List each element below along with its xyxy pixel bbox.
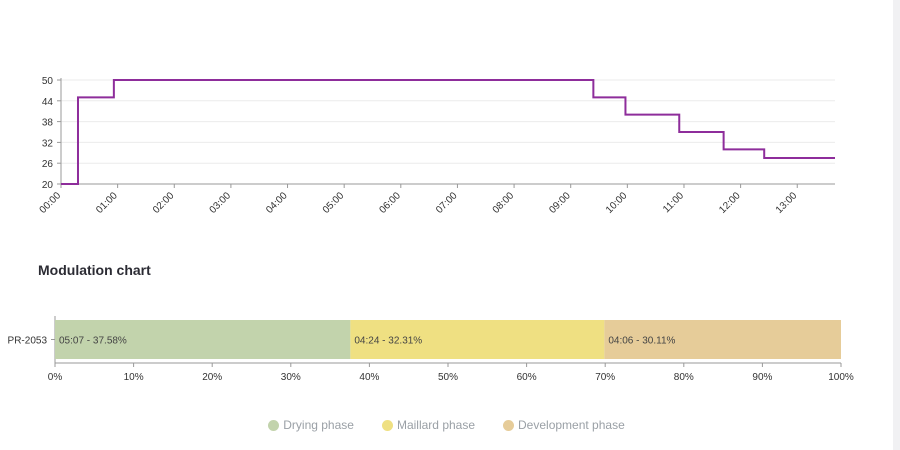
x-tick-label: 03:00 [208, 190, 234, 216]
x-tick-label: 50% [438, 372, 458, 383]
x-tick-label: 10:00 [604, 190, 630, 216]
bar-segment-label: 04:06 - 30.11% [608, 336, 675, 347]
legend-label-development: Development phase [518, 418, 625, 432]
legend-item-development[interactable]: Development phase [503, 418, 625, 432]
x-tick-label: 0% [48, 372, 63, 383]
legend-swatch-drying [268, 419, 280, 431]
legend-label-drying: Drying phase [283, 418, 354, 432]
x-tick-label: 40% [359, 372, 379, 383]
x-tick-label: 90% [752, 372, 772, 383]
x-tick-label: 01:00 [94, 190, 120, 216]
x-tick-label: 30% [281, 372, 301, 383]
y-tick-label: 32 [42, 138, 54, 149]
x-tick-label: 13:00 [774, 190, 800, 216]
x-tick-label: 100% [828, 372, 854, 383]
legend-swatch-maillard [381, 419, 393, 431]
y-tick-label: 50 [42, 76, 54, 87]
bar-segment [55, 320, 351, 359]
legend-item-maillard[interactable]: Maillard phase [381, 418, 476, 432]
legend-swatch-development [503, 419, 515, 431]
x-tick-label: 80% [674, 372, 694, 383]
scrollbar-track[interactable] [893, 0, 900, 450]
x-tick-label: 09:00 [547, 190, 573, 216]
y-tick-label: 26 [42, 159, 54, 170]
bar-segment-label: 04:24 - 32.31% [354, 336, 422, 347]
temperature-line-chart: 20 26 32 38 44 50 00:00 01:00 02:00 03:00 04:00 05:… [38, 76, 835, 216]
temperature-series-line [61, 79, 835, 185]
x-tick-label: 70% [595, 372, 615, 383]
legend-item-drying[interactable]: Drying phase [268, 418, 354, 432]
x-tick-label: 05:00 [321, 190, 347, 216]
modulation-bar-chart: PR-2053 05:07 - 37.58% 04:24 - 32.31% 04:06… [8, 316, 854, 383]
x-tick-label: 20% [202, 372, 222, 383]
x-tick-label: 07:00 [434, 190, 460, 216]
x-tick-label: 10% [124, 372, 144, 383]
y-tick-label: 44 [42, 97, 54, 108]
bar-segment [350, 320, 605, 359]
x-tick-label: 06:00 [377, 190, 403, 216]
legend-label-maillard: Maillard phase [396, 418, 476, 432]
x-tick-label: 12:00 [717, 190, 743, 216]
y-tick-label: 20 [42, 180, 54, 191]
x-tick-label: 00:00 [38, 190, 64, 216]
x-tick-label: 60% [517, 372, 537, 383]
x-tick-label: 08:00 [491, 190, 517, 216]
x-tick-label: 02:00 [151, 190, 177, 216]
modulation-chart-title: Modulation chart [38, 262, 151, 278]
y-tick-label: 38 [42, 118, 54, 129]
bar-segment-label: 05:07 - 37.58% [59, 336, 127, 347]
category-label: PR-2053 [8, 336, 48, 347]
x-tick-label: 11:00 [661, 190, 686, 215]
x-tick-label: 04:00 [264, 190, 290, 216]
chart-legend: Drying phase Maillard phase Development … [0, 418, 893, 432]
bar-segment [604, 320, 841, 359]
